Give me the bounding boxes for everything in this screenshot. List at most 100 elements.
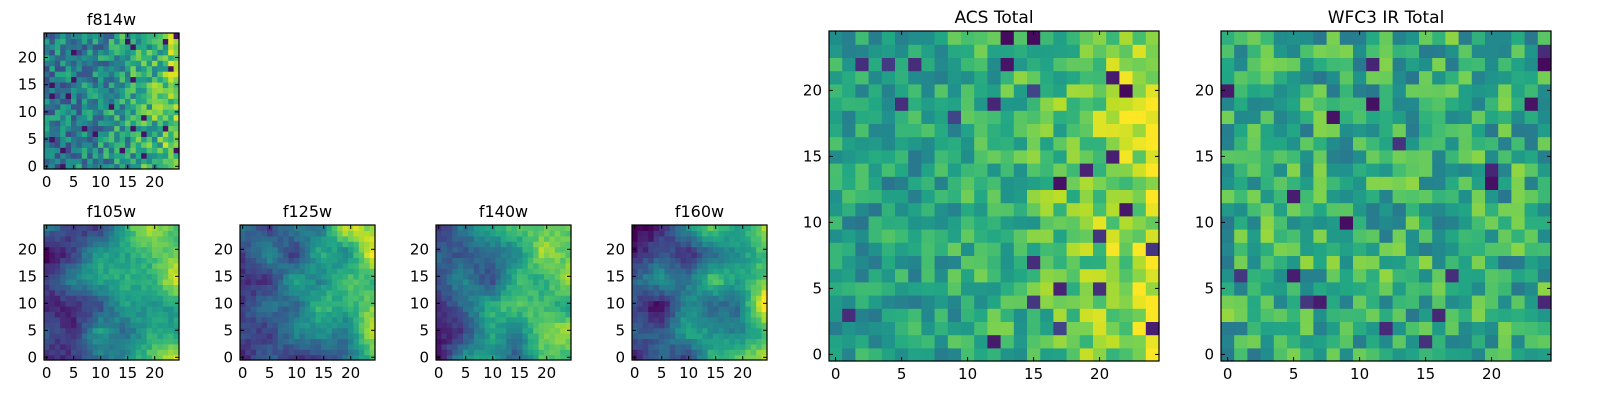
heatmap-cell bbox=[1221, 97, 1235, 111]
heatmap-cell bbox=[868, 189, 883, 204]
heatmap-cell bbox=[92, 98, 99, 105]
heatmap-cell bbox=[632, 322, 638, 329]
heatmap-cell bbox=[565, 241, 572, 248]
heatmap-cell bbox=[369, 322, 376, 329]
heatmap-cell bbox=[696, 306, 703, 312]
heatmap-cell bbox=[527, 262, 534, 269]
heatmap-cell bbox=[1234, 163, 1248, 177]
heatmap-cell bbox=[114, 43, 121, 50]
heatmap-cell bbox=[1093, 163, 1107, 177]
heatmap-cell bbox=[881, 281, 896, 296]
heatmap-cell bbox=[1247, 31, 1262, 45]
heatmap-cell bbox=[1471, 215, 1486, 230]
heatmap-cell bbox=[92, 71, 99, 78]
heatmap-cell bbox=[342, 235, 349, 242]
heatmap-cell bbox=[560, 252, 567, 258]
heatmap-cell bbox=[1132, 242, 1147, 256]
heatmap-cell bbox=[54, 158, 61, 165]
x-tick-label: 5 bbox=[69, 173, 79, 191]
heatmap-cell bbox=[162, 241, 169, 248]
heatmap-cell bbox=[533, 279, 540, 285]
y-tick-label: 0 bbox=[812, 345, 822, 363]
heatmap-cell bbox=[1537, 281, 1552, 296]
heatmap-cell bbox=[506, 327, 513, 334]
heatmap-cell bbox=[538, 343, 545, 350]
heatmap-cell bbox=[146, 257, 153, 264]
heatmap-cell bbox=[908, 136, 922, 151]
heatmap-cell bbox=[168, 322, 175, 329]
heatmap-cell bbox=[49, 322, 56, 329]
heatmap-cell bbox=[473, 343, 480, 350]
heatmap-cell bbox=[87, 152, 94, 159]
heatmap-cell bbox=[1013, 44, 1028, 58]
heatmap-cell bbox=[829, 215, 843, 230]
heatmap-cell bbox=[527, 257, 534, 264]
heatmap-cell bbox=[1392, 149, 1407, 164]
heatmap-cell bbox=[162, 65, 169, 72]
heatmap-cell bbox=[908, 163, 922, 177]
heatmap-cell bbox=[664, 295, 671, 302]
heatmap-cell bbox=[484, 333, 491, 339]
heatmap-cell bbox=[168, 354, 175, 361]
heatmap-cell bbox=[304, 322, 311, 329]
heatmap-cell bbox=[473, 273, 480, 280]
heatmap-cell bbox=[987, 163, 1002, 177]
heatmap-cell bbox=[669, 349, 676, 356]
heatmap-cell bbox=[49, 81, 56, 88]
heatmap-cell bbox=[675, 322, 682, 329]
heatmap-cell bbox=[1119, 295, 1134, 309]
heatmap-cell bbox=[500, 252, 507, 258]
heatmap-cell bbox=[76, 136, 83, 143]
heatmap-cell bbox=[1458, 31, 1473, 45]
heatmap-cell bbox=[457, 279, 464, 285]
heatmap-cell bbox=[369, 316, 376, 323]
heatmap-cell bbox=[1260, 189, 1275, 204]
heatmap-cell bbox=[659, 262, 665, 269]
heatmap-cell bbox=[49, 246, 56, 253]
heatmap-cell bbox=[511, 268, 518, 275]
heatmap-cell bbox=[135, 114, 142, 121]
heatmap-cell bbox=[49, 136, 56, 143]
heatmap-cell bbox=[135, 343, 142, 350]
heatmap-cell bbox=[49, 333, 56, 339]
heatmap-cell bbox=[648, 338, 655, 345]
heatmap-cell bbox=[702, 354, 709, 361]
heatmap-cell bbox=[723, 354, 730, 361]
heatmap-cell bbox=[152, 311, 158, 318]
heatmap-cell bbox=[44, 262, 50, 269]
heatmap-cell bbox=[479, 279, 486, 285]
heatmap-cell bbox=[1273, 308, 1288, 322]
heatmap-cell bbox=[511, 279, 518, 285]
heatmap-cell bbox=[119, 349, 126, 356]
heatmap-cell bbox=[947, 229, 962, 243]
heatmap-cell bbox=[947, 347, 962, 362]
heatmap-cell bbox=[691, 354, 698, 361]
heatmap-cell bbox=[135, 338, 142, 345]
heatmap-cell bbox=[92, 354, 99, 361]
heatmap-cell bbox=[353, 306, 360, 312]
heatmap-cell bbox=[119, 103, 126, 110]
heatmap-cell bbox=[92, 246, 99, 253]
heatmap-cell bbox=[162, 268, 169, 275]
heatmap-cell bbox=[1106, 176, 1120, 190]
heatmap-cell bbox=[745, 349, 752, 356]
heatmap-cell bbox=[49, 65, 56, 72]
heatmap-cell bbox=[855, 255, 870, 270]
heatmap-cell bbox=[1053, 281, 1068, 296]
heatmap-cell bbox=[108, 327, 115, 334]
heatmap-cell bbox=[691, 316, 698, 323]
heatmap-cell bbox=[691, 225, 698, 231]
heatmap-cell bbox=[691, 262, 698, 269]
heatmap-cell bbox=[272, 257, 279, 264]
heatmap-cell bbox=[745, 289, 752, 296]
heatmap-cell bbox=[54, 92, 61, 99]
heatmap-cell bbox=[261, 295, 268, 302]
heatmap-cell bbox=[1313, 44, 1328, 58]
heatmap-cell bbox=[659, 241, 665, 248]
heatmap-cell bbox=[54, 54, 61, 61]
heatmap-cell bbox=[868, 149, 883, 164]
heatmap-cell bbox=[436, 230, 442, 237]
heatmap-cell bbox=[756, 300, 763, 307]
heatmap-cell bbox=[135, 225, 142, 231]
heatmap-cell bbox=[659, 279, 665, 285]
